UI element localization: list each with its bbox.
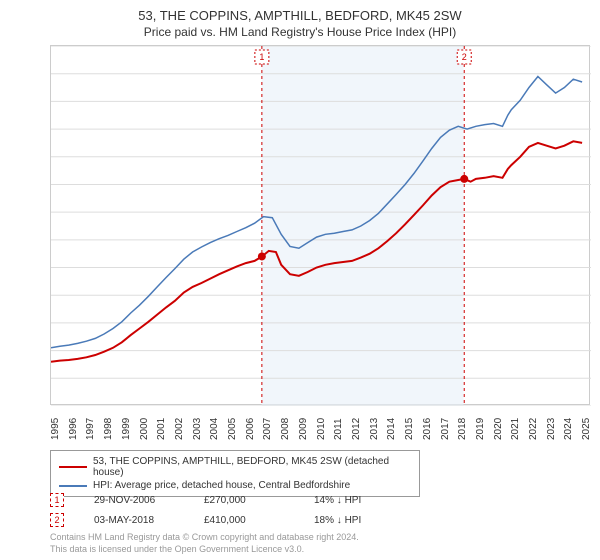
sale-row: 1 29-NOV-2006 £270,000 14% ↓ HPI — [50, 490, 394, 510]
x-tick-label: 2020 — [493, 418, 504, 440]
x-tick-label: 2019 — [475, 418, 486, 440]
sale-diff: 18% ↓ HPI — [314, 515, 394, 526]
x-tick-label: 2008 — [280, 418, 291, 440]
x-tick-label: 2018 — [457, 418, 468, 440]
x-tick-label: 2024 — [563, 418, 574, 440]
chart-title: 53, THE COPPINS, AMPTHILL, BEDFORD, MK45… — [0, 0, 600, 23]
x-tick-label: 2013 — [369, 418, 380, 440]
x-tick-label: 2002 — [174, 418, 185, 440]
svg-text:2: 2 — [462, 52, 467, 62]
sale-price: £270,000 — [204, 495, 284, 506]
x-tick-label: 1997 — [85, 418, 96, 440]
legend-swatch — [59, 466, 87, 468]
chart-svg: 12 — [51, 46, 591, 406]
x-tick-label: 1995 — [50, 418, 61, 440]
x-tick-label: 2010 — [316, 418, 327, 440]
sale-date: 29-NOV-2006 — [94, 495, 174, 506]
sale-diff: 14% ↓ HPI — [314, 495, 394, 506]
sale-marker-icon: 2 — [50, 513, 64, 527]
legend-swatch — [59, 485, 87, 487]
x-tick-label: 1996 — [68, 418, 79, 440]
footer-line-1: Contains HM Land Registry data © Crown c… — [50, 532, 359, 544]
x-tick-label: 2003 — [192, 418, 203, 440]
x-tick-label: 2021 — [510, 418, 521, 440]
footer: Contains HM Land Registry data © Crown c… — [50, 532, 359, 555]
x-tick-label: 2025 — [581, 418, 592, 440]
sale-row: 2 03-MAY-2018 £410,000 18% ↓ HPI — [50, 510, 394, 530]
sales-table: 1 29-NOV-2006 £270,000 14% ↓ HPI 2 03-MAY-201… — [50, 490, 394, 530]
x-tick-label: 2001 — [156, 418, 167, 440]
chart-subtitle: Price paid vs. HM Land Registry's House … — [0, 23, 600, 45]
x-tick-label: 2009 — [298, 418, 309, 440]
x-tick-label: 2023 — [546, 418, 557, 440]
sale-marker-icon: 1 — [50, 493, 64, 507]
chart-container: 53, THE COPPINS, AMPTHILL, BEDFORD, MK45… — [0, 0, 600, 560]
x-tick-label: 2015 — [404, 418, 415, 440]
legend-item: 53, THE COPPINS, AMPTHILL, BEDFORD, MK45… — [59, 455, 411, 479]
x-tick-label: 2000 — [139, 418, 150, 440]
x-tick-label: 2016 — [422, 418, 433, 440]
legend-label: 53, THE COPPINS, AMPTHILL, BEDFORD, MK45… — [93, 456, 411, 478]
sale-price: £410,000 — [204, 515, 284, 526]
plot-area: 12 — [50, 45, 590, 405]
x-tick-label: 2006 — [245, 418, 256, 440]
x-axis-labels: 1995 1996 1997 1998 1999 2000 2001 2002 2003 2004… — [50, 412, 590, 452]
footer-line-2: This data is licensed under the Open Gov… — [50, 544, 359, 556]
x-tick-label: 2005 — [227, 418, 238, 440]
x-tick-label: 2014 — [386, 418, 397, 440]
x-tick-label: 1998 — [103, 418, 114, 440]
sale-date: 03-MAY-2018 — [94, 515, 174, 526]
x-tick-label: 1999 — [121, 418, 132, 440]
x-tick-label: 2012 — [351, 418, 362, 440]
x-tick-label: 2017 — [440, 418, 451, 440]
x-tick-label: 2004 — [209, 418, 220, 440]
x-tick-label: 2022 — [528, 418, 539, 440]
x-tick-label: 2007 — [262, 418, 273, 440]
x-tick-label: 2011 — [333, 418, 344, 440]
svg-text:1: 1 — [259, 52, 264, 62]
